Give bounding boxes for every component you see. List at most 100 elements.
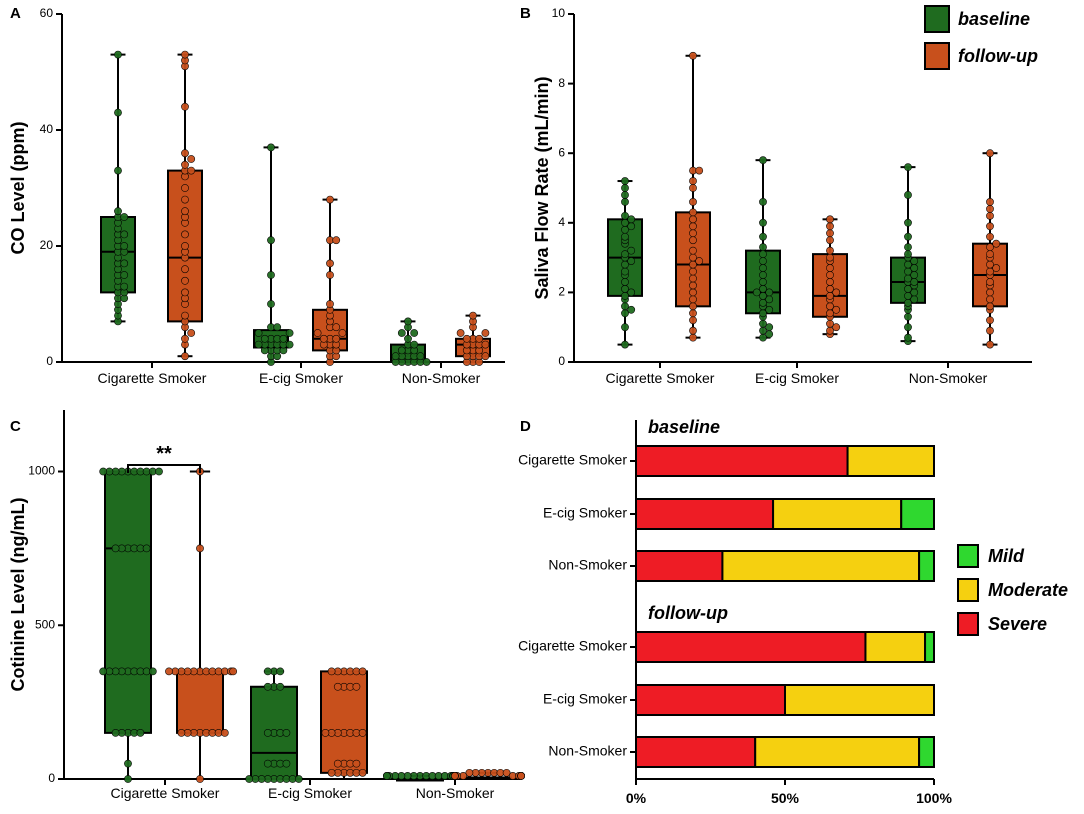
bar-segment-severe bbox=[635, 445, 849, 477]
y-tick-label: 500 bbox=[35, 617, 55, 631]
y-tick-label: 1000 bbox=[28, 464, 55, 478]
data-point bbox=[621, 232, 629, 241]
data-point bbox=[759, 278, 767, 286]
bar-segment-severe bbox=[635, 498, 775, 530]
box-follow-up-non-smoker bbox=[972, 149, 1008, 349]
y-tick-label: 0 bbox=[46, 354, 53, 368]
data-point bbox=[832, 323, 841, 332]
data-point bbox=[181, 160, 189, 169]
data-point bbox=[99, 467, 108, 476]
bar-segment-severe bbox=[635, 736, 757, 768]
data-point bbox=[124, 775, 132, 783]
x-tick-label-non-smoker: Non-Smoker bbox=[909, 370, 988, 386]
data-point bbox=[759, 264, 767, 272]
panel-letter: D bbox=[520, 418, 531, 435]
data-point bbox=[832, 288, 841, 297]
data-point bbox=[282, 728, 291, 737]
data-point bbox=[260, 334, 269, 343]
y-axis-label: CO Level (ppm) bbox=[8, 121, 28, 254]
data-point bbox=[826, 278, 834, 286]
data-point bbox=[826, 253, 834, 262]
data-point bbox=[759, 232, 767, 241]
box-follow-up-cigarette-smoker bbox=[165, 467, 238, 783]
data-point bbox=[267, 300, 275, 308]
data-point bbox=[826, 302, 834, 311]
data-point bbox=[114, 166, 122, 175]
data-point bbox=[689, 215, 697, 224]
data-point bbox=[181, 311, 189, 320]
data-point bbox=[689, 253, 697, 262]
data-point bbox=[904, 333, 912, 342]
data-point bbox=[181, 334, 189, 343]
data-point bbox=[326, 271, 334, 279]
data-point bbox=[282, 759, 291, 768]
data-point bbox=[765, 305, 774, 314]
legend-swatch-severe bbox=[957, 612, 979, 636]
data-point bbox=[986, 149, 994, 158]
row-label-cigarette-smoker: Cigarette Smoker bbox=[518, 452, 627, 468]
data-point bbox=[422, 358, 431, 366]
y-tick-label: 0 bbox=[558, 354, 565, 368]
group-label-baseline: baseline bbox=[648, 417, 720, 437]
data-point bbox=[621, 285, 629, 293]
data-point bbox=[358, 768, 367, 777]
data-point bbox=[181, 242, 189, 250]
data-point bbox=[689, 295, 697, 304]
data-point bbox=[148, 667, 157, 676]
legend-label-severe: Severe bbox=[988, 614, 1047, 634]
data-point bbox=[621, 278, 629, 286]
legend-swatch-baseline bbox=[924, 5, 950, 33]
data-point bbox=[826, 236, 834, 245]
y-tick-label: 6 bbox=[558, 145, 565, 159]
bar-segment-moderate bbox=[864, 631, 927, 663]
data-point bbox=[352, 682, 361, 691]
data-point bbox=[826, 285, 834, 293]
severity-legend: Mild Moderate Severe bbox=[957, 544, 1068, 636]
data-point bbox=[765, 323, 774, 332]
data-point bbox=[986, 211, 994, 220]
data-point bbox=[481, 329, 490, 337]
data-point bbox=[410, 340, 419, 349]
y-tick-label: 60 bbox=[40, 6, 54, 20]
data-point bbox=[986, 204, 994, 213]
data-point bbox=[120, 242, 129, 250]
data-point bbox=[621, 267, 629, 276]
data-point bbox=[689, 288, 697, 297]
x-tick-label-non-smoker: Non-Smoker bbox=[402, 370, 481, 386]
data-point bbox=[165, 667, 173, 676]
box-follow-up-e-cig-smoker bbox=[812, 215, 848, 339]
data-point bbox=[621, 323, 629, 332]
data-point bbox=[120, 259, 129, 268]
data-point bbox=[196, 544, 204, 553]
box-follow-up-non-smoker bbox=[455, 311, 491, 366]
box-follow-up-cigarette-smoker bbox=[167, 50, 203, 361]
bar-segment-mild bbox=[900, 498, 935, 530]
data-point bbox=[986, 278, 994, 286]
data-point bbox=[759, 243, 767, 252]
data-point bbox=[621, 211, 629, 220]
data-point bbox=[120, 213, 129, 221]
data-point bbox=[326, 300, 334, 308]
x-tick-label: 100% bbox=[916, 790, 952, 806]
data-point bbox=[326, 259, 334, 268]
data-point bbox=[689, 326, 697, 335]
x-tick-label-e-cig-smoker: E-cig Smoker bbox=[755, 370, 839, 386]
legend-label-follow-up: follow-up bbox=[958, 46, 1038, 66]
data-point bbox=[992, 264, 1001, 272]
panel-a-co-level: A 0 20 40 60 CO Level (ppm) Cigarette Smoker E-… bbox=[8, 5, 505, 386]
row-label-non-smoker: Non-Smoker bbox=[548, 557, 627, 573]
data-point bbox=[689, 51, 697, 60]
legend-label-mild: Mild bbox=[988, 546, 1025, 566]
data-point bbox=[826, 229, 834, 238]
data-point bbox=[276, 667, 285, 676]
data-point bbox=[397, 329, 406, 337]
data-point bbox=[986, 198, 994, 206]
data-point bbox=[910, 257, 919, 265]
significance-bracket bbox=[127, 464, 201, 473]
data-point bbox=[181, 149, 189, 158]
data-point bbox=[621, 177, 629, 185]
data-point bbox=[689, 309, 697, 318]
data-point bbox=[124, 759, 132, 768]
x-tick-label-e-cig-smoker: E-cig Smoker bbox=[268, 785, 352, 801]
